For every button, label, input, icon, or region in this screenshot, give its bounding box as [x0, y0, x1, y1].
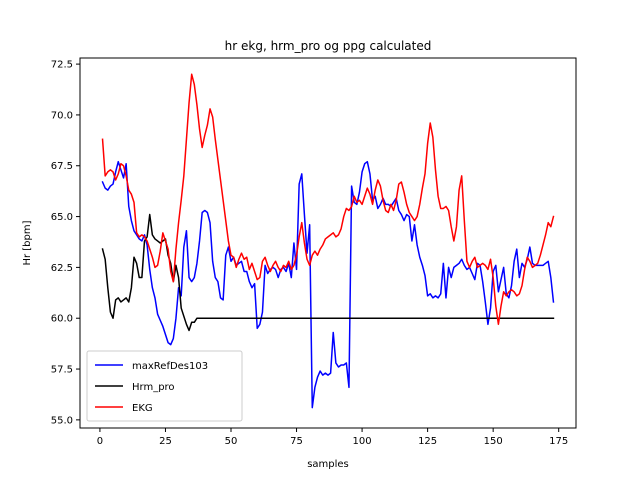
x-tick-label: 50: [225, 436, 238, 447]
x-tick-label: 0: [97, 436, 103, 447]
series-line-maxrefdes103: [101, 160, 555, 409]
legend: maxRefDes103 Hrm_pro EKG: [86, 350, 243, 422]
y-axis: 55.0 57.5 60.0 62.5 65.0 67.5 70.0 72.5: [51, 60, 80, 426]
plot-frame: [79, 57, 577, 429]
y-tick-label: 57.5: [51, 365, 73, 376]
x-tick-label: 75: [290, 436, 303, 447]
x-tick-label: 175: [549, 436, 568, 447]
y-tick-label: 65.0: [51, 212, 73, 223]
x-tick-label: 125: [418, 436, 437, 447]
legend-frame: [86, 350, 243, 422]
y-tick-label: 67.5: [51, 161, 73, 172]
x-tick-label: 100: [353, 436, 372, 447]
series-layer: [101, 73, 555, 409]
y-tick-label: 55.0: [51, 415, 73, 426]
x-axis: 0 25 50 75 100 125 150 175: [97, 428, 568, 447]
series-line-hrm-pro: [101, 213, 555, 332]
y-tick-label: 60.0: [51, 314, 73, 325]
y-axis-label: Hr [bpm]: [22, 220, 33, 265]
legend-label: maxRefDes103: [132, 361, 208, 372]
y-tick-label: 62.5: [51, 263, 73, 274]
x-axis-label: samples: [307, 459, 349, 470]
chart-title: hr ekg, hrm_pro og ppg calculated: [225, 39, 432, 53]
y-tick-label: 72.5: [51, 60, 73, 71]
legend-label: Hrm_pro: [132, 382, 175, 393]
legend-label: EKG: [132, 403, 153, 414]
x-tick-label: 25: [159, 436, 172, 447]
y-tick-label: 70.0: [51, 110, 73, 121]
series-line-ekg: [101, 73, 555, 326]
x-tick-label: 150: [484, 436, 503, 447]
